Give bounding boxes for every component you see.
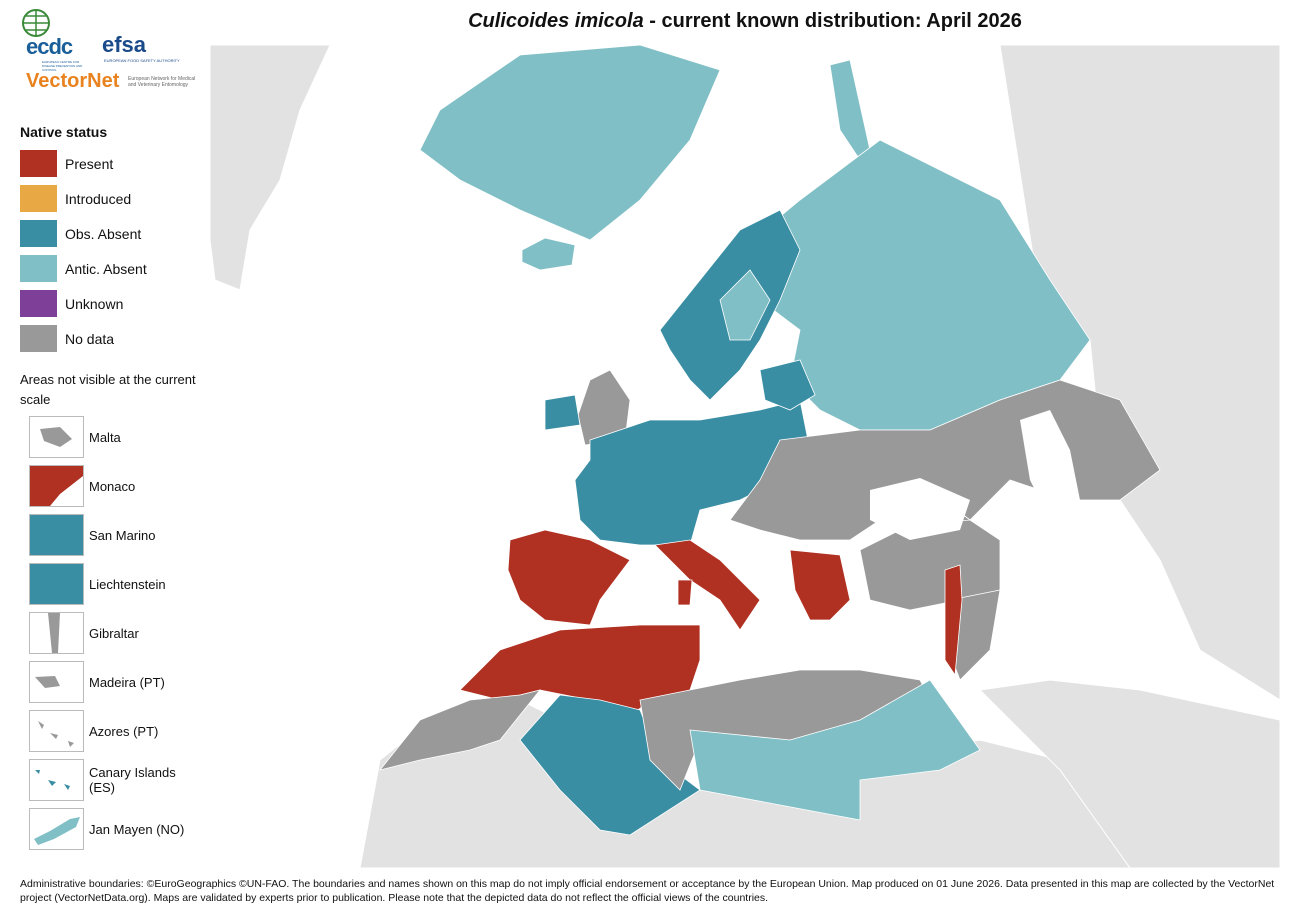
region [574,399,811,546]
region [789,549,851,621]
legend-swatch [20,220,57,247]
inset: Jan Mayen (NO) [29,808,189,850]
inset-map [29,759,84,801]
inset-label: Madeira (PT) [89,674,165,690]
inset: Madeira (PT) [29,661,189,703]
region [719,269,771,341]
legend-label: Antic. Absent [65,260,147,277]
inset-label: Monaco [89,478,136,494]
inset-label: Malta [89,429,121,445]
region [677,579,693,606]
legend-item: No data [20,321,200,356]
inset-label: Jan Mayen (NO) [89,821,185,837]
region [521,237,576,271]
legend-item: Antic. Absent [20,251,200,286]
inset-map [29,514,84,556]
legend-swatch [20,255,57,282]
inset-label: San Marino [89,527,156,543]
legend-label: Present [65,155,114,172]
legend-title: Native status [20,124,108,140]
region [944,564,963,677]
ecdc-globe [22,9,50,37]
legend-label: Unknown [65,295,124,312]
region [544,394,581,431]
inset-map [29,563,84,605]
legend-item: Obs. Absent [20,216,200,251]
black-sea [870,478,970,540]
inset: Monaco [29,465,189,507]
efsa-subtitle: EUROPEAN FOOD SAFETY AUTHORITY [104,58,180,63]
region [689,679,981,821]
inset: Canary Islands (ES) [29,759,189,801]
footer-note: Administrative boundaries: ©EuroGeograph… [20,878,1275,904]
map [210,45,1280,868]
species-name: Culicoides imicola [468,10,644,32]
region [759,359,816,411]
legend-label: No data [65,330,115,347]
inset-label: Azores (PT) [89,723,159,739]
ecdc-logo: ecdc [26,34,73,59]
map-title: Culicoides imicola - current known distr… [210,10,1280,33]
inset: Liechtenstein [29,563,189,605]
region [378,689,542,771]
legend-item: Unknown [20,286,200,321]
legend-swatch [20,185,57,212]
inset-label: Liechtenstein [89,576,166,592]
insets-heading: Areas not visible at the current scale [20,372,196,407]
legend-item: Present [20,146,200,181]
inset-map [29,710,84,752]
inset: San Marino [29,514,189,556]
inset-map [29,612,84,654]
region [654,539,761,631]
caspian-sea [1020,410,1080,520]
vectornet-subtitle: European Network for Medical and Veterin… [128,76,196,88]
region [419,45,721,241]
legend-swatch [20,150,57,177]
inset: Azores (PT) [29,710,189,752]
inset-label: Canary Islands (ES) [89,765,176,795]
legend: Native status Present Introduced Obs. Abse… [20,124,200,356]
logos: ecdc EUROPEAN CENTRE FOR DISEASE PREVENT… [12,8,202,98]
inset-map [29,465,84,507]
legend-swatch [20,325,57,352]
legend-label: Introduced [65,190,132,207]
region [507,529,631,626]
ecdc-subtitle: EUROPEAN CENTRE FOR DISEASE PREVENTION A… [42,60,83,72]
title-rest: - current known distribution: April 2026 [649,10,1022,32]
inset: Malta [29,416,189,458]
inset-map [29,661,84,703]
inset-map [29,416,84,458]
efsa-logo: efsa [102,32,147,57]
inset: Gibraltar [29,612,189,654]
legend-item: Introduced [20,181,200,216]
legend-label: Obs. Absent [65,225,142,242]
inset-label: Gibraltar [89,625,139,641]
legend-swatch [20,290,57,317]
inset-map [29,808,84,850]
vectornet-logo: VectorNet [26,70,120,92]
